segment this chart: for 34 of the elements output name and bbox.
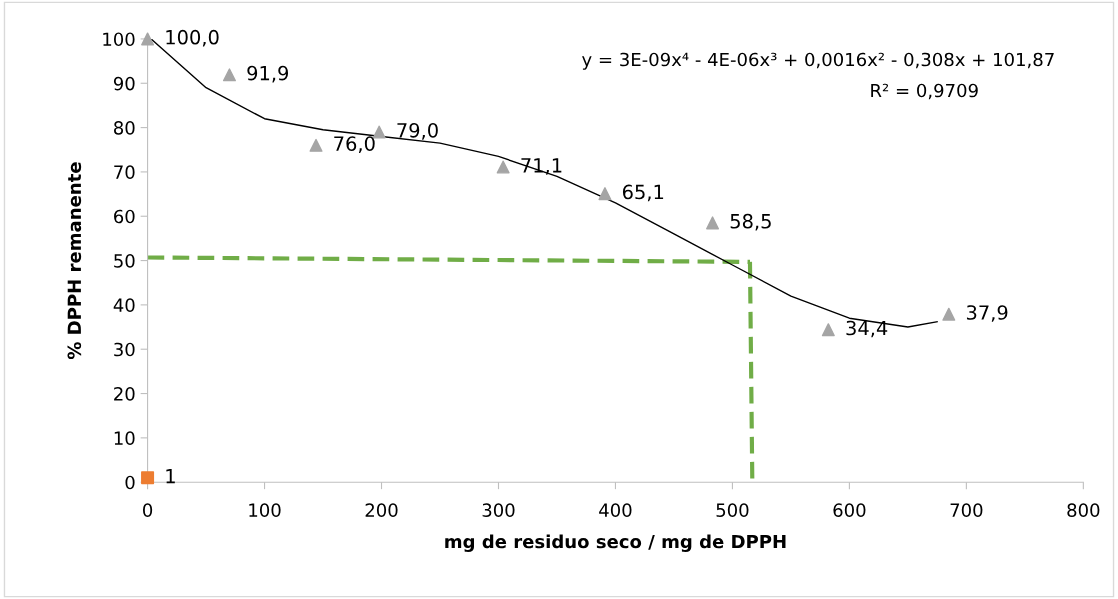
x-axis-title: mg de residuo seco / mg de DPPH <box>445 534 786 553</box>
data-label: 79,0 <box>397 122 438 140</box>
y-tick-label: 0 <box>125 475 135 490</box>
y-tick-label: 60 <box>114 209 135 224</box>
y-tick-label: 80 <box>114 121 135 135</box>
data-label: 71,1 <box>521 158 562 175</box>
y-tick-label: 70 <box>114 165 135 180</box>
data-label: 37,9 <box>966 305 1008 322</box>
y-axis-title: % DPPH remanente <box>67 162 82 360</box>
x-tick-label: 500 <box>716 503 749 517</box>
y-tick-label: 10 <box>114 431 135 445</box>
data-label: 91,9 <box>247 65 289 83</box>
x-tick-label: 0 <box>143 503 153 517</box>
x-tick-label: 300 <box>482 503 515 517</box>
x-tick-label: 800 <box>1067 503 1100 517</box>
y-tick-label: 20 <box>114 387 135 401</box>
data-label: 65,1 <box>622 184 664 202</box>
data-label: 100,0 <box>166 29 219 47</box>
data-label: 76,0 <box>334 136 375 153</box>
x-tick-label: 200 <box>365 503 398 517</box>
annotation: y = 3E-09x⁴ - 4E-06x³ + 0,0016x² - 0,308x + 101,87 <box>582 52 1054 70</box>
data-label: 58,5 <box>730 213 771 231</box>
x-tick-label: 100 <box>249 503 281 517</box>
data-label: 1 <box>166 468 175 484</box>
x-tick-label: 600 <box>833 503 866 517</box>
y-tick-label: 100 <box>103 32 135 47</box>
y-tick-label: 30 <box>114 342 135 357</box>
x-tick-label: 400 <box>599 503 632 517</box>
y-tick-label: 50 <box>114 254 135 268</box>
y-tick-label: 90 <box>113 76 135 91</box>
annotation: R² = 0,9709 <box>871 83 978 100</box>
data-label: 34,4 <box>846 320 888 338</box>
y-tick-label: 40 <box>113 298 135 313</box>
x-tick-label: 700 <box>950 503 983 517</box>
